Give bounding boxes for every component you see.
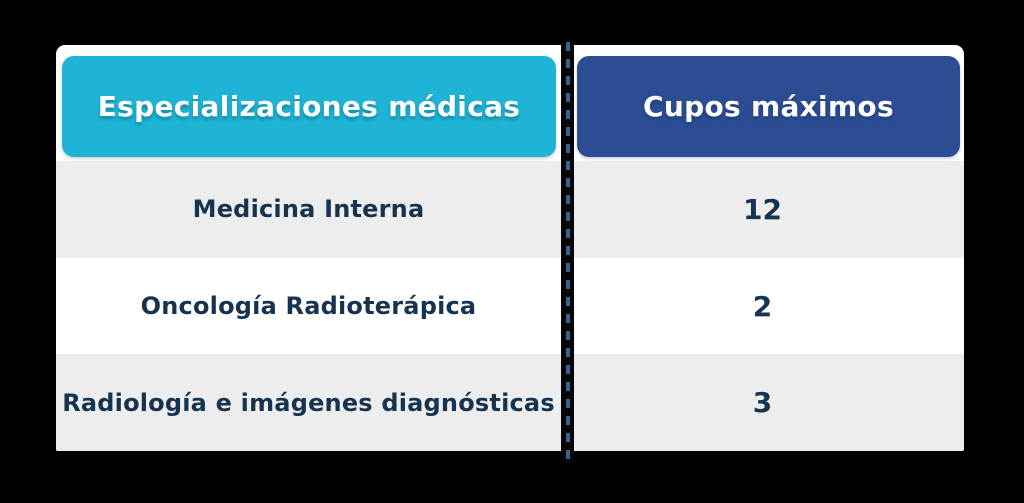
column-header-especializaciones: Especializaciones médicas — [62, 56, 556, 157]
specializations-table: Especializaciones médicas Cupos máximos … — [56, 45, 964, 451]
cell-especializacion: Medicina Interna — [192, 195, 425, 224]
column-header-cupos-maximos: Cupos máximos — [577, 56, 960, 157]
table-body: Medicina Interna 12 Oncología Radioteráp… — [56, 161, 964, 451]
table-row-oncologia-radioterapica: Oncología Radioterápica 2 — [56, 257, 964, 355]
cell-especializacion: Radiología e imágenes diagnósticas — [62, 388, 555, 417]
cell-cupos: 12 — [743, 192, 782, 226]
column-header-cupos-maximos-label: Cupos máximos — [643, 90, 894, 123]
column-header-especializaciones-label: Especializaciones médicas — [97, 90, 521, 123]
cell-cupos: 2 — [752, 289, 773, 323]
cell-cupos: 3 — [752, 386, 773, 420]
cell-especializacion: Oncología Radioterápica — [140, 292, 477, 320]
table-row-radiologia-imagenes: Radiología e imágenes diagnósticas 3 — [56, 354, 964, 451]
table-row-medicina-interna: Medicina Interna 12 — [56, 161, 964, 258]
divider-dashed-line — [565, 42, 570, 462]
column-divider — [561, 42, 574, 462]
